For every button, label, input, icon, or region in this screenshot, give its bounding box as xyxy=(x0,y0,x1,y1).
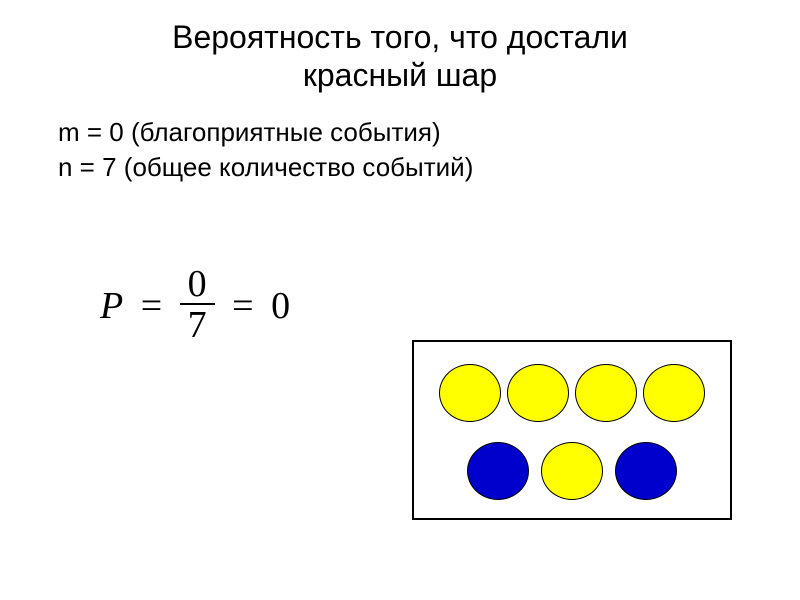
ball-yellow-icon xyxy=(643,364,705,422)
content-line-n: n = 7 (общее количество событий) xyxy=(58,152,800,183)
formula-equals-1: = xyxy=(141,284,162,328)
ball-yellow-icon xyxy=(507,364,569,422)
formula-result: 0 xyxy=(271,284,290,328)
ball-yellow-icon xyxy=(541,442,603,500)
ball-yellow-icon xyxy=(439,364,501,422)
balls-row-2 xyxy=(414,442,730,500)
content-line-m: m = 0 (благоприятные события) xyxy=(58,117,800,148)
formula-fraction: 0 7 xyxy=(180,265,215,347)
formula-numerator: 0 xyxy=(180,265,215,305)
n-variable: n = 7 xyxy=(58,152,117,182)
balls-row-1 xyxy=(414,364,730,422)
m-variable: m = 0 xyxy=(58,117,124,147)
formula-denominator: 7 xyxy=(180,305,215,347)
balls-diagram xyxy=(412,340,732,520)
ball-yellow-icon xyxy=(575,364,637,422)
slide-title: Вероятность того, что достали красный ша… xyxy=(0,0,800,95)
title-line-1: Вероятность того, что достали xyxy=(172,19,628,55)
n-description: (общее количество событий) xyxy=(117,152,474,182)
m-description: (благоприятные события) xyxy=(124,117,441,147)
formula-variable: P xyxy=(100,284,123,328)
probability-formula: P = 0 7 = 0 xyxy=(100,265,290,347)
ball-blue-icon xyxy=(615,442,677,500)
title-line-2: красный шар xyxy=(303,57,497,93)
formula-equals-2: = xyxy=(232,284,253,328)
ball-blue-icon xyxy=(467,442,529,500)
